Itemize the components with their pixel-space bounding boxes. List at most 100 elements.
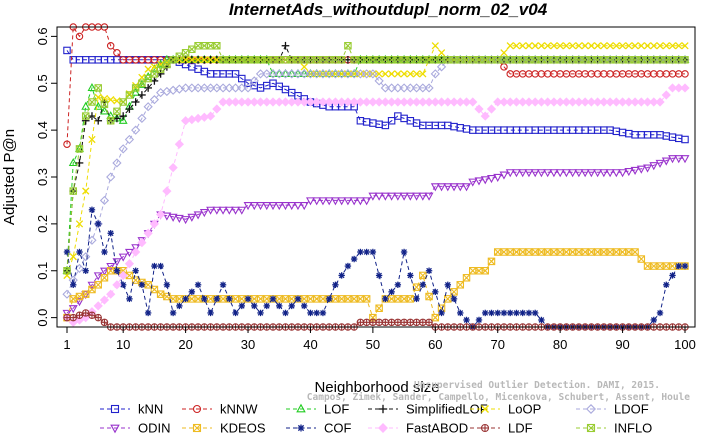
data-point	[75, 298, 84, 307]
data-point	[344, 41, 352, 50]
data-point	[374, 97, 384, 107]
data-point	[218, 206, 228, 215]
data-point	[419, 281, 427, 289]
data-point	[525, 248, 533, 256]
data-point	[156, 65, 165, 73]
data-point	[318, 197, 328, 206]
series-line	[66, 59, 685, 271]
data-point	[63, 266, 71, 275]
data-point	[287, 202, 297, 211]
data-point	[512, 169, 521, 178]
data-point	[132, 267, 139, 274]
data-point	[93, 272, 103, 281]
data-point	[549, 169, 559, 178]
data-point	[430, 69, 440, 79]
data-point	[568, 42, 577, 50]
x-axis-label: Neighborhood size	[314, 379, 439, 396]
data-point	[113, 97, 121, 105]
data-point	[482, 309, 489, 317]
data-point	[143, 102, 153, 112]
data-point	[488, 309, 495, 317]
data-point	[149, 219, 160, 229]
x-tick-label: 20	[178, 337, 192, 352]
data-point	[656, 309, 664, 317]
data-point	[274, 68, 284, 77]
data-point	[593, 42, 602, 50]
data-point	[407, 272, 414, 279]
data-point	[88, 311, 96, 320]
data-point	[537, 42, 546, 50]
data-point	[450, 295, 458, 303]
data-point	[305, 97, 316, 107]
data-point	[405, 97, 415, 107]
data-point	[125, 91, 134, 99]
data-point	[330, 68, 340, 77]
data-point	[212, 104, 222, 114]
data-point	[362, 295, 371, 303]
data-point	[611, 169, 621, 178]
data-point	[324, 97, 334, 107]
data-point	[513, 309, 520, 317]
legend-marker	[480, 423, 490, 433]
data-point	[299, 68, 309, 77]
data-point	[631, 56, 639, 64]
legend-item-knn: kNN	[100, 402, 163, 417]
data-point	[575, 42, 583, 50]
data-point	[188, 288, 196, 296]
data-point	[480, 111, 490, 121]
data-point	[486, 104, 497, 114]
data-point	[599, 97, 609, 107]
data-point	[681, 56, 689, 64]
data-point	[617, 97, 628, 107]
data-point	[499, 97, 509, 107]
data-point	[112, 158, 122, 168]
data-point	[387, 318, 396, 327]
data-point	[443, 183, 453, 192]
data-point	[81, 101, 91, 110]
data-point	[525, 309, 533, 317]
data-point	[281, 202, 290, 211]
data-point	[319, 309, 327, 317]
data-point	[306, 295, 315, 303]
data-point	[368, 69, 378, 79]
legend-marker	[296, 403, 306, 413]
data-point	[199, 209, 209, 218]
data-point	[244, 56, 252, 64]
data-point	[118, 144, 128, 154]
y-tick-label: 0.1	[35, 262, 50, 280]
data-point	[636, 165, 646, 174]
data-point	[549, 97, 559, 107]
data-point	[81, 309, 90, 317]
data-point	[224, 83, 234, 93]
data-point	[350, 255, 358, 263]
data-point	[287, 68, 297, 77]
data-point	[200, 56, 208, 64]
data-point	[455, 183, 465, 192]
data-point	[219, 281, 227, 289]
data-point	[168, 163, 178, 173]
legend-item-ldf: LDF	[470, 421, 533, 434]
data-point	[293, 97, 303, 107]
data-point	[299, 97, 309, 107]
data-point	[93, 101, 103, 110]
data-point	[411, 83, 422, 93]
data-point	[150, 70, 159, 78]
data-point	[269, 295, 277, 303]
data-point	[138, 281, 146, 289]
legend-label: LDF	[508, 421, 533, 434]
data-point	[636, 97, 646, 107]
data-point	[94, 313, 102, 322]
data-point	[419, 318, 427, 327]
data-point	[656, 42, 664, 50]
data-point	[82, 267, 89, 274]
data-point	[611, 97, 621, 107]
series-odin	[62, 155, 690, 318]
data-point	[274, 202, 284, 211]
series-lof	[62, 54, 690, 274]
legend-label: LOF	[324, 402, 349, 417]
data-point	[586, 169, 596, 178]
data-point	[649, 97, 659, 107]
data-point	[643, 164, 652, 173]
data-point	[106, 262, 116, 272]
